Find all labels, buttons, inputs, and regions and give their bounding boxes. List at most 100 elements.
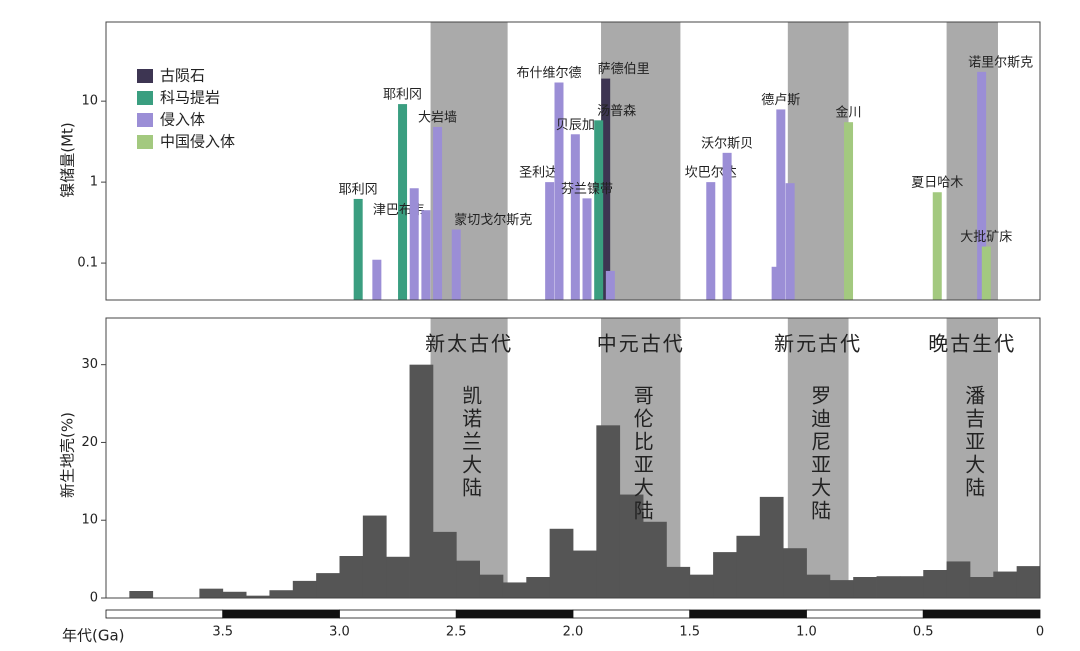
bar [605, 270, 615, 300]
timescale-segment [455, 609, 574, 619]
legend-swatch [137, 113, 153, 127]
histogram-bar [713, 552, 737, 598]
supercontinent-band [601, 22, 681, 300]
supercontinent-label: 罗迪尼亚大陆 [808, 385, 832, 523]
deposit-label: 德卢斯 [761, 92, 800, 108]
supercontinent-label: 哥伦比亚大陆 [630, 385, 654, 523]
histogram-bar [479, 574, 504, 598]
histogram-bar [339, 556, 364, 598]
bar [977, 71, 987, 300]
histogram-bar [129, 591, 154, 598]
histogram-bar [269, 590, 294, 598]
deposit-label: 诺里尔斯克 [968, 55, 1033, 70]
bar [771, 266, 781, 300]
deposit-label: 大岩墙 [418, 110, 457, 125]
supercontinent-band [430, 22, 508, 300]
deposit-label: 金川 [836, 105, 862, 121]
histogram-bar [409, 364, 434, 598]
deposit-label: 夏日哈木 [911, 176, 963, 191]
legend-label: 中国侵入体 [160, 133, 235, 151]
histogram-bar [899, 576, 924, 598]
bar [844, 122, 854, 301]
bar [932, 192, 942, 300]
timescale-segment [222, 609, 340, 619]
legend-label: 古陨石 [160, 67, 205, 85]
bar [398, 104, 408, 301]
legend-swatch [137, 135, 153, 149]
bar [421, 210, 431, 300]
legend-label: 科马提岩 [160, 89, 220, 107]
y-axis-label: 镍储量(Mt) [59, 122, 77, 198]
histogram-bar [432, 531, 457, 598]
deposit-label: 贝辰加 [556, 118, 595, 133]
bar [601, 78, 611, 300]
histogram-bar [386, 556, 410, 598]
bar [582, 198, 592, 300]
histogram-bar [923, 570, 947, 598]
histogram-bar [619, 494, 644, 598]
timescale-segment [339, 609, 457, 619]
bar [433, 126, 443, 300]
bar [409, 188, 419, 300]
histogram-bar [292, 580, 317, 598]
timescale-segment [922, 609, 1041, 619]
bar [594, 120, 604, 300]
histogram-bar [526, 577, 551, 598]
bar [785, 183, 795, 300]
y-tick-label: 10 [81, 94, 98, 109]
supercontinent-band [946, 318, 998, 598]
timescale-segment [806, 609, 924, 619]
legend-swatch [137, 91, 153, 105]
y-tick-label: 0 [90, 591, 98, 606]
bar [554, 82, 564, 301]
deposit-label: 圣利达 [519, 166, 558, 181]
histogram-bar [806, 574, 831, 598]
supercontinent-label: 凯诺兰大陆 [459, 385, 483, 500]
x-axis-label: 年代(Ga) [62, 627, 125, 645]
x-tick-label: 0.5 [913, 625, 934, 640]
y-tick-label: 20 [81, 435, 98, 450]
histogram-bar [783, 548, 807, 598]
histogram-bar [222, 591, 247, 598]
plot-border [105, 21, 1041, 301]
plot-border [105, 317, 1041, 599]
histogram-bar [736, 535, 761, 598]
deposit-label: 蒙切戈尔斯克 [454, 213, 532, 228]
bar [545, 182, 555, 300]
bar [372, 259, 382, 300]
timescale-segment [572, 609, 691, 619]
deposit-label: 大批矿床 [960, 230, 1012, 245]
era-label: 新元古代 [774, 332, 862, 356]
histogram-bar [643, 521, 667, 598]
histogram-bar [246, 595, 270, 598]
x-tick-label: 3.5 [212, 625, 233, 640]
bar [451, 229, 461, 300]
y-tick-label: 0.1 [77, 256, 98, 271]
x-tick-label: 1.5 [679, 625, 700, 640]
histogram-bar [573, 550, 597, 598]
histogram-bar [596, 425, 621, 598]
timescale-segment [689, 609, 807, 619]
x-tick-label: 0 [1036, 625, 1044, 640]
histogram-bar [829, 580, 854, 598]
histogram-bar [316, 573, 340, 598]
timescale-segment [105, 609, 224, 619]
deposit-label: 萨德伯里 [598, 62, 650, 77]
histogram-bar [362, 515, 387, 598]
bar [776, 109, 786, 300]
legend-swatch [137, 69, 153, 83]
histogram-bar [969, 577, 994, 598]
histogram-bar [199, 588, 224, 598]
histogram-bar [876, 576, 901, 598]
x-tick-label: 1.0 [796, 625, 817, 640]
deposit-label: 芬兰镍带 [561, 182, 613, 197]
histogram-bar [993, 571, 1018, 598]
histogram-bar [946, 561, 971, 598]
era-label: 中元古代 [597, 332, 685, 356]
x-tick-label: 2.5 [446, 625, 467, 640]
supercontinent-label: 潘吉亚大陆 [962, 385, 986, 500]
supercontinent-band [787, 22, 849, 300]
deposit-label: 汤普森 [597, 104, 636, 119]
histogram-bar [456, 560, 480, 598]
